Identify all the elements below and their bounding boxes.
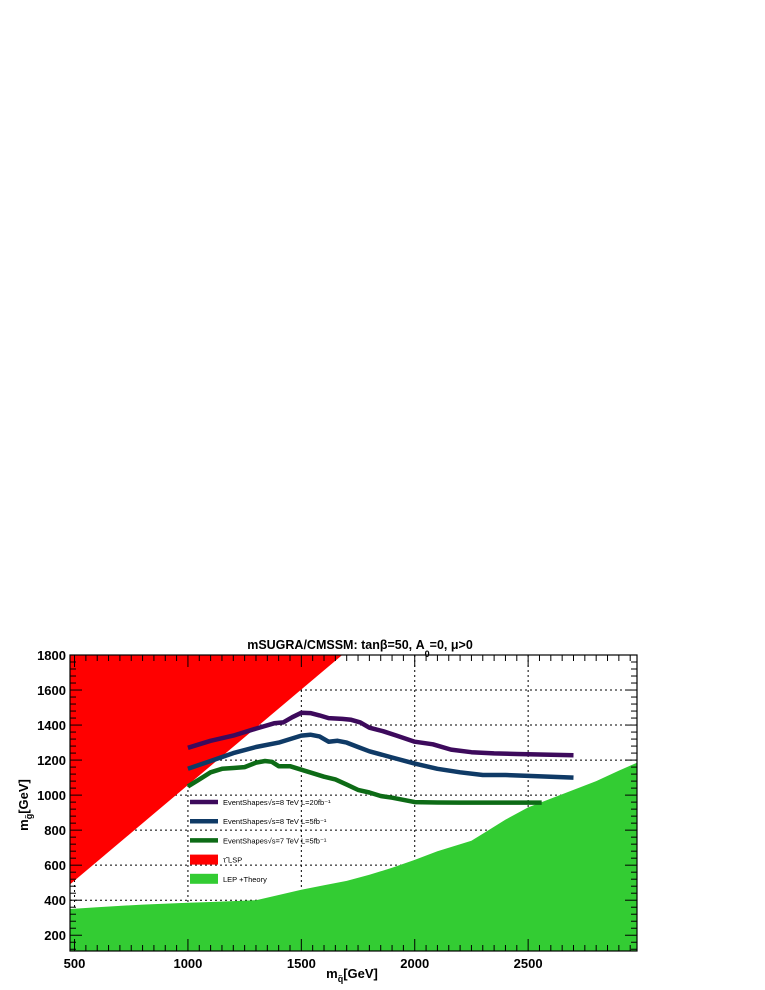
region-stau-lsp xyxy=(70,655,343,885)
x-tick-label: 1000 xyxy=(173,956,202,971)
y-tick-label: 1400 xyxy=(37,718,66,733)
x-tick-label: 500 xyxy=(64,956,86,971)
legend-swatch xyxy=(190,854,218,865)
legend-label: τ̃ LSP xyxy=(223,856,242,865)
y-tick-label: 400 xyxy=(44,893,66,908)
x-tick-label: 2500 xyxy=(514,956,543,971)
plot-frame xyxy=(69,654,638,952)
y-tick-label: 1600 xyxy=(37,683,66,698)
legend-swatch xyxy=(190,873,218,884)
y-tick-label: 1000 xyxy=(37,788,66,803)
curve-8tev-20fb xyxy=(187,710,574,758)
y-tick-label: 1800 xyxy=(37,648,66,663)
curve-8tev-5fb xyxy=(187,732,574,780)
x-axis-label: mq̃[GeV] xyxy=(326,966,378,984)
curve-7tev-5fb xyxy=(186,758,542,805)
x-tick-label: 2000 xyxy=(400,956,429,971)
region-lep-theory xyxy=(70,762,637,951)
y-axis-label: mg̃[GeV] xyxy=(16,779,34,831)
legend-label: EventShapes√s=7 TeV L=5fb⁻¹ xyxy=(223,836,327,845)
legend-label: EventShapes√s=8 TeV L=5fb⁻¹ xyxy=(223,817,327,826)
y-tick-label: 600 xyxy=(44,858,66,873)
legend: EventShapes√s=8 TeV L=20fb⁻¹ EventShapes√… xyxy=(190,798,331,884)
y-tick-label: 1200 xyxy=(37,753,66,768)
x-tick-label: 1500 xyxy=(287,956,316,971)
y-tick-label: 800 xyxy=(44,823,66,838)
legend-label: EventShapes√s=8 TeV L=20fb⁻¹ xyxy=(223,798,331,807)
y-tick-label: 200 xyxy=(44,928,66,943)
legend-label: LEP +Theory xyxy=(223,875,267,884)
chart-title: mSUGRA/CMSSM: tanβ=50, A0=0, μ>0 xyxy=(247,638,473,659)
